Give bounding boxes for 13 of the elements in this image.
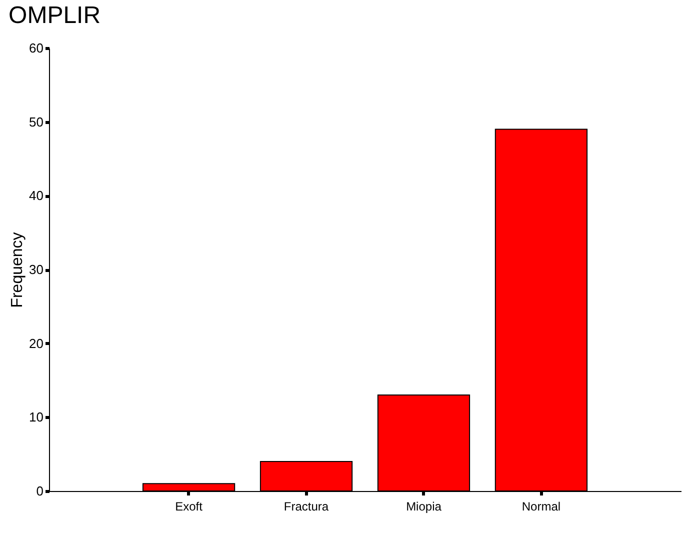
y-tick-label: 50 [29,114,44,130]
y-tick-label: 60 [29,40,44,56]
x-tick-label: Normal [522,500,561,514]
x-tick-label: Miopia [406,500,442,514]
chart-title: OMPLIR [8,2,101,29]
y-axis-title: Frequency [9,232,26,308]
y-tick-label: 20 [29,336,44,351]
x-tick-label: Fractura [284,500,329,514]
y-tick-label: 10 [29,410,44,425]
y-tick-label: 40 [29,188,44,204]
x-tick-label: Exoft [175,500,204,514]
y-tick-label: 0 [36,484,44,498]
y-tick-label: 30 [29,262,44,277]
